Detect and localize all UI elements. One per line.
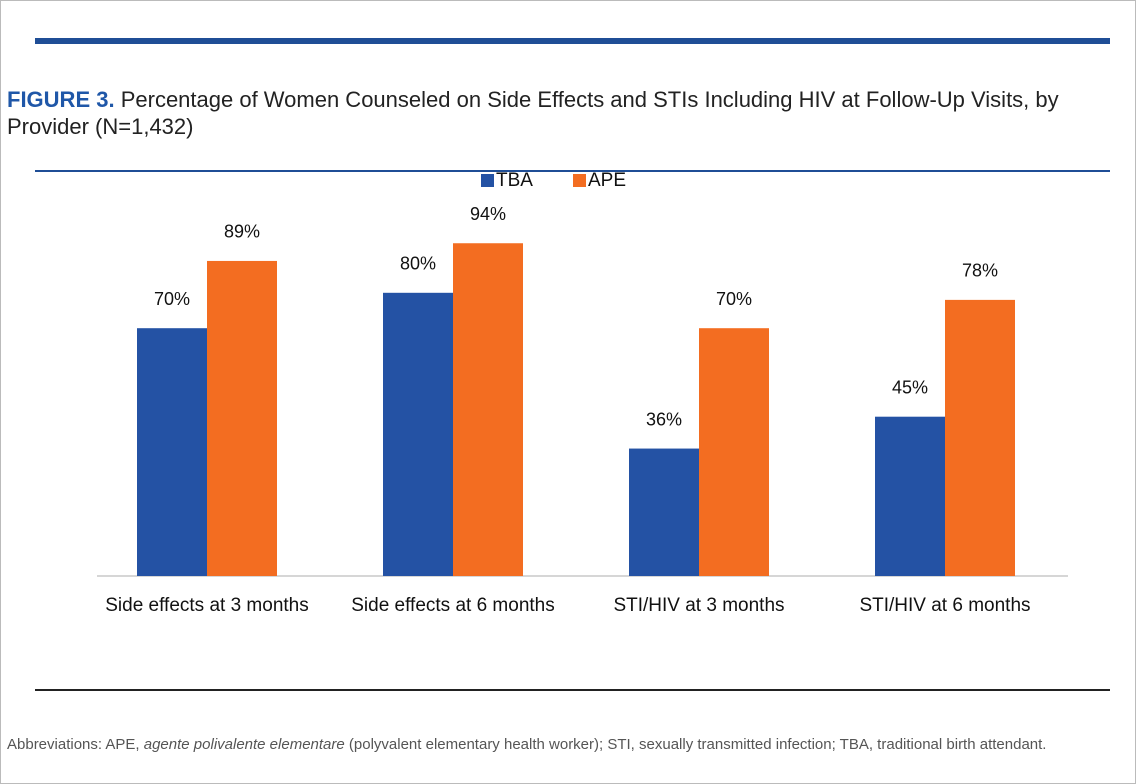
top-rule <box>35 38 1110 44</box>
bottom-rule <box>35 689 1110 691</box>
data-label: 70% <box>716 289 752 309</box>
bar <box>453 243 523 577</box>
bar <box>875 416 945 576</box>
footnote-part: agente polivalente elementare <box>143 736 345 753</box>
footnote-part: Abbreviations: APE, <box>7 736 144 753</box>
bar <box>945 299 1015 576</box>
footnote-part: (polyvalent elementary health worker); S… <box>344 736 1047 753</box>
legend-swatch <box>481 174 494 187</box>
chart-title: FIGURE 3. Percentage of Women Counseled … <box>7 86 1117 140</box>
x-tick-label: Side effects at 3 months <box>105 595 309 616</box>
bar <box>629 448 699 576</box>
data-label: 78% <box>962 261 998 281</box>
data-label: 94% <box>470 204 506 224</box>
data-label: 70% <box>154 289 190 309</box>
x-tick-label: Side effects at 6 months <box>351 595 555 616</box>
data-label: 89% <box>224 222 260 242</box>
title-text: Percentage of Women Counseled on Side Ef… <box>7 87 1059 139</box>
bar <box>383 292 453 576</box>
title-rule <box>35 170 1110 172</box>
legend-label: TBA <box>496 170 533 191</box>
legend-swatch <box>573 174 586 187</box>
bar <box>137 328 207 576</box>
footnote: Abbreviations: APE, agente polivalente e… <box>7 732 1107 757</box>
bar <box>699 328 769 576</box>
bar <box>207 260 277 576</box>
legend-label: APE <box>588 170 626 191</box>
data-label: 80% <box>400 254 436 274</box>
figure-label: FIGURE 3. <box>7 87 115 112</box>
data-label: 45% <box>892 377 928 397</box>
data-label: 36% <box>646 409 682 429</box>
x-tick-label: STI/HIV at 6 months <box>859 595 1031 616</box>
x-tick-label: STI/HIV at 3 months <box>613 595 785 616</box>
